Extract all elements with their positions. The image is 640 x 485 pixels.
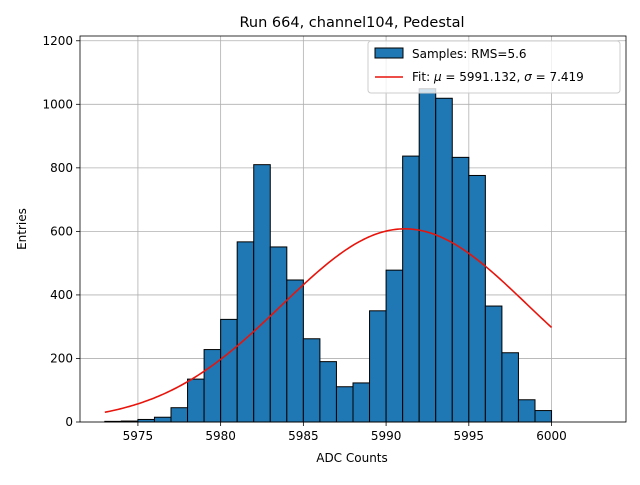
histogram-bars bbox=[104, 88, 553, 423]
histogram-bar bbox=[418, 88, 437, 423]
histogram-bar bbox=[517, 399, 536, 423]
x-tick-label: 5975 bbox=[123, 429, 154, 443]
y-tick-label: 1200 bbox=[42, 34, 73, 48]
x-tick-label: 6000 bbox=[536, 429, 567, 443]
histogram-bar bbox=[352, 382, 371, 423]
y-tick-label: 1000 bbox=[42, 97, 73, 111]
grid-lines bbox=[80, 36, 626, 423]
y-tick-label: 200 bbox=[50, 351, 73, 365]
histogram-bar bbox=[302, 338, 321, 423]
legend-fit-part: = 7.419 bbox=[532, 70, 584, 84]
histogram-bar bbox=[435, 97, 453, 423]
histogram-bar bbox=[170, 407, 189, 423]
histogram-bar bbox=[236, 241, 255, 423]
histogram-bar bbox=[451, 156, 470, 423]
histogram-bar bbox=[335, 386, 354, 423]
x-tick-label: 5985 bbox=[288, 429, 319, 443]
histogram-bar bbox=[385, 269, 404, 423]
y-tick-label: 400 bbox=[50, 288, 73, 302]
histogram-bar bbox=[153, 416, 172, 423]
x-axis-ticks: 5975 5980 5985 5990 5995 6000 bbox=[123, 422, 567, 443]
histogram-bar bbox=[534, 410, 553, 423]
histogram-bar bbox=[187, 378, 205, 423]
gaussian-fit-curve bbox=[104, 228, 553, 414]
legend-fit-sigma-symbol: σ bbox=[524, 70, 532, 84]
fit-curve-line bbox=[104, 228, 553, 414]
y-axis-ticks: 0 200 400 600 800 1000 1200 bbox=[42, 34, 80, 429]
legend-fit-mu-symbol: μ bbox=[433, 70, 442, 84]
legend-fit-part: = 5991.132, bbox=[442, 70, 525, 84]
y-axis-label: Entries bbox=[15, 208, 29, 250]
histogram-bar bbox=[402, 155, 420, 423]
histogram-bar bbox=[484, 305, 503, 423]
x-tick-label: 5990 bbox=[371, 429, 402, 443]
x-axis-label: ADC Counts bbox=[316, 451, 388, 465]
y-tick-label: 0 bbox=[65, 415, 73, 429]
legend-histogram-label: Samples: RMS=5.6 bbox=[412, 47, 527, 61]
histogram-bar bbox=[501, 352, 519, 423]
legend-histogram-swatch bbox=[374, 47, 404, 59]
legend-fit-part: Fit: bbox=[412, 70, 434, 84]
histogram-bar bbox=[369, 310, 387, 423]
histogram-bar bbox=[220, 318, 238, 423]
histogram-bar bbox=[253, 164, 271, 423]
legend-fit-label: Fit: μ = 5991.132, σ = 7.419 bbox=[412, 70, 584, 84]
x-tick-label: 5995 bbox=[454, 429, 485, 443]
x-tick-label: 5980 bbox=[205, 429, 236, 443]
y-tick-label: 600 bbox=[50, 224, 73, 238]
legend-box bbox=[367, 40, 621, 94]
histogram-bar bbox=[269, 246, 288, 423]
chart-title: Run 664, channel104, Pedestal bbox=[239, 15, 464, 31]
legend: Samples: RMS=5.6 Fit: μ = 5991.132, σ = … bbox=[367, 40, 621, 94]
histogram-bar bbox=[468, 174, 486, 423]
histogram-bar bbox=[319, 361, 337, 423]
histogram-bar bbox=[286, 279, 304, 423]
axes-frame bbox=[79, 35, 627, 423]
y-tick-label: 800 bbox=[50, 161, 73, 175]
